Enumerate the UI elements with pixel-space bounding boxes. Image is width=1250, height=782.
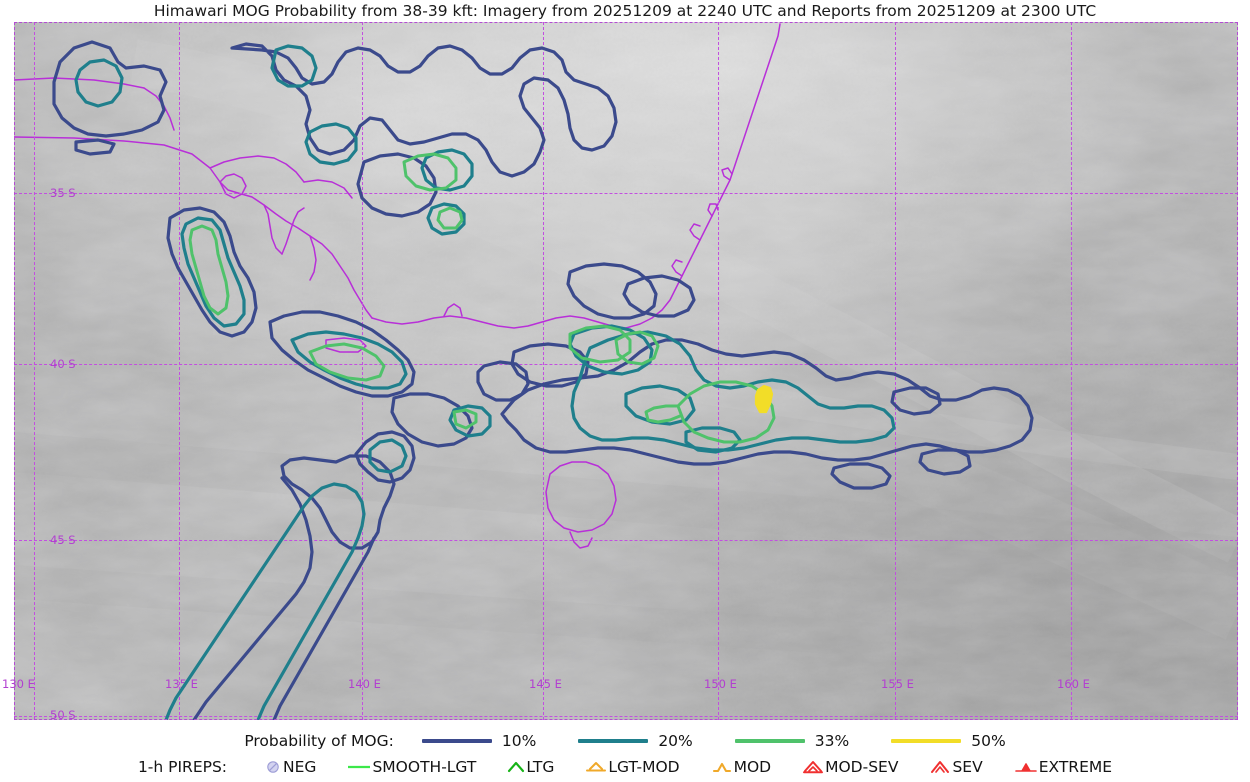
contour-group-50pct	[754, 384, 774, 414]
legend-swatch-10pct	[421, 738, 492, 744]
mog-contour-layer	[52, 40, 1034, 720]
legend-label-lgt-mod: LGT-MOD	[608, 758, 680, 776]
lat-label-40s: 40 S	[50, 357, 76, 371]
legend-item-smooth-lgt: SMOOTH-LGT	[346, 758, 476, 776]
gridline-lon-145e	[543, 22, 544, 720]
legend-item-extreme: EXTREME	[1013, 758, 1112, 776]
neg-circle-slash-icon	[263, 758, 283, 776]
lon-label-150e: 150 E	[704, 677, 737, 691]
lgt-mod-caret-bar-icon	[584, 758, 608, 776]
legend-item-33pct: 33%	[734, 732, 850, 750]
lon-label-130e: 130 E	[2, 677, 35, 691]
legend-swatch-20pct	[578, 738, 649, 744]
gridline-lon-140e	[362, 22, 363, 720]
lon-label-155e: 155 E	[881, 677, 914, 691]
lon-label-160e: 160 E	[1057, 677, 1090, 691]
sev-double-caret-icon	[928, 758, 952, 776]
contour-group-33pct	[188, 152, 776, 444]
legend-swatch-33pct	[734, 738, 805, 744]
legend-item-lgt-mod: LGT-MOD	[584, 758, 680, 776]
legend-item-50pct: 50%	[891, 732, 1006, 750]
gridline-lon-155e	[895, 22, 896, 720]
legend-item-ltg: LTG	[506, 758, 554, 776]
legend-label-mod: MOD	[733, 758, 772, 776]
mod-sev-caret-bar-icon	[801, 758, 825, 776]
legend-row-pireps: 1-h PIREPS: NEG SMOOTH-LGT	[0, 754, 1250, 780]
gridline-lat-35s	[14, 193, 1238, 194]
legend-probability-title: Probability of MOG:	[244, 732, 394, 750]
legend-label-mod-sev: MOD-SEV	[825, 758, 899, 776]
map-canvas[interactable]	[14, 22, 1238, 720]
ltg-chevron-icon	[506, 758, 526, 776]
legend-row-probability: Probability of MOG: 10% 20% 33% 50%	[0, 728, 1250, 754]
legend-pireps-title: 1-h PIREPS:	[137, 758, 228, 776]
mod-caret-icon	[710, 758, 734, 776]
legend-item-20pct: 20%	[578, 732, 693, 750]
satellite-imagery-layer	[14, 22, 1238, 720]
gridline-lon-150e	[718, 22, 719, 720]
legend-item-10pct: 10%	[421, 732, 537, 750]
gridline-lat-45s	[14, 540, 1238, 541]
coastline-layer	[14, 23, 781, 549]
gridline-lon-160e	[1071, 22, 1072, 720]
legend-item-sev: SEV	[928, 758, 983, 776]
lon-label-135e: 135 E	[165, 677, 198, 691]
legend-label-sev: SEV	[952, 758, 983, 776]
legend-item-mod-sev: MOD-SEV	[801, 758, 898, 776]
gridline-lon-135e	[179, 22, 180, 720]
lon-label-140e: 140 E	[348, 677, 381, 691]
legend-label-smooth-lgt: SMOOTH-LGT	[372, 758, 477, 776]
gridline-lon-130e	[34, 22, 35, 720]
legend-swatch-50pct	[891, 738, 962, 744]
page-title: Himawari MOG Probability from 38-39 kft:…	[153, 2, 1097, 20]
legend-label-neg: NEG	[283, 758, 317, 776]
extreme-filled-tri-icon	[1013, 758, 1039, 776]
smooth-lgt-line-icon	[346, 758, 372, 776]
legend-label-10pct: 10%	[501, 732, 537, 750]
gridline-lat-50s	[14, 716, 1238, 717]
lat-label-50s: 50 S	[50, 708, 76, 722]
legend-label-33pct: 33%	[814, 732, 850, 750]
legend-label-50pct: 50%	[971, 732, 1006, 750]
legend-label-ltg: LTG	[526, 758, 555, 776]
legend-label-extreme: EXTREME	[1038, 758, 1113, 776]
legend-item-mod: MOD	[710, 758, 772, 776]
legend-item-neg: NEG	[263, 758, 316, 776]
lon-label-145e: 145 E	[529, 677, 562, 691]
lat-label-45s: 45 S	[50, 533, 76, 547]
contour-group-10pct	[52, 40, 1034, 720]
lat-label-35s: 35 S	[50, 186, 76, 200]
legend-label-20pct: 20%	[658, 732, 693, 750]
legend: Probability of MOG: 10% 20% 33% 50% 1-h …	[0, 726, 1250, 782]
